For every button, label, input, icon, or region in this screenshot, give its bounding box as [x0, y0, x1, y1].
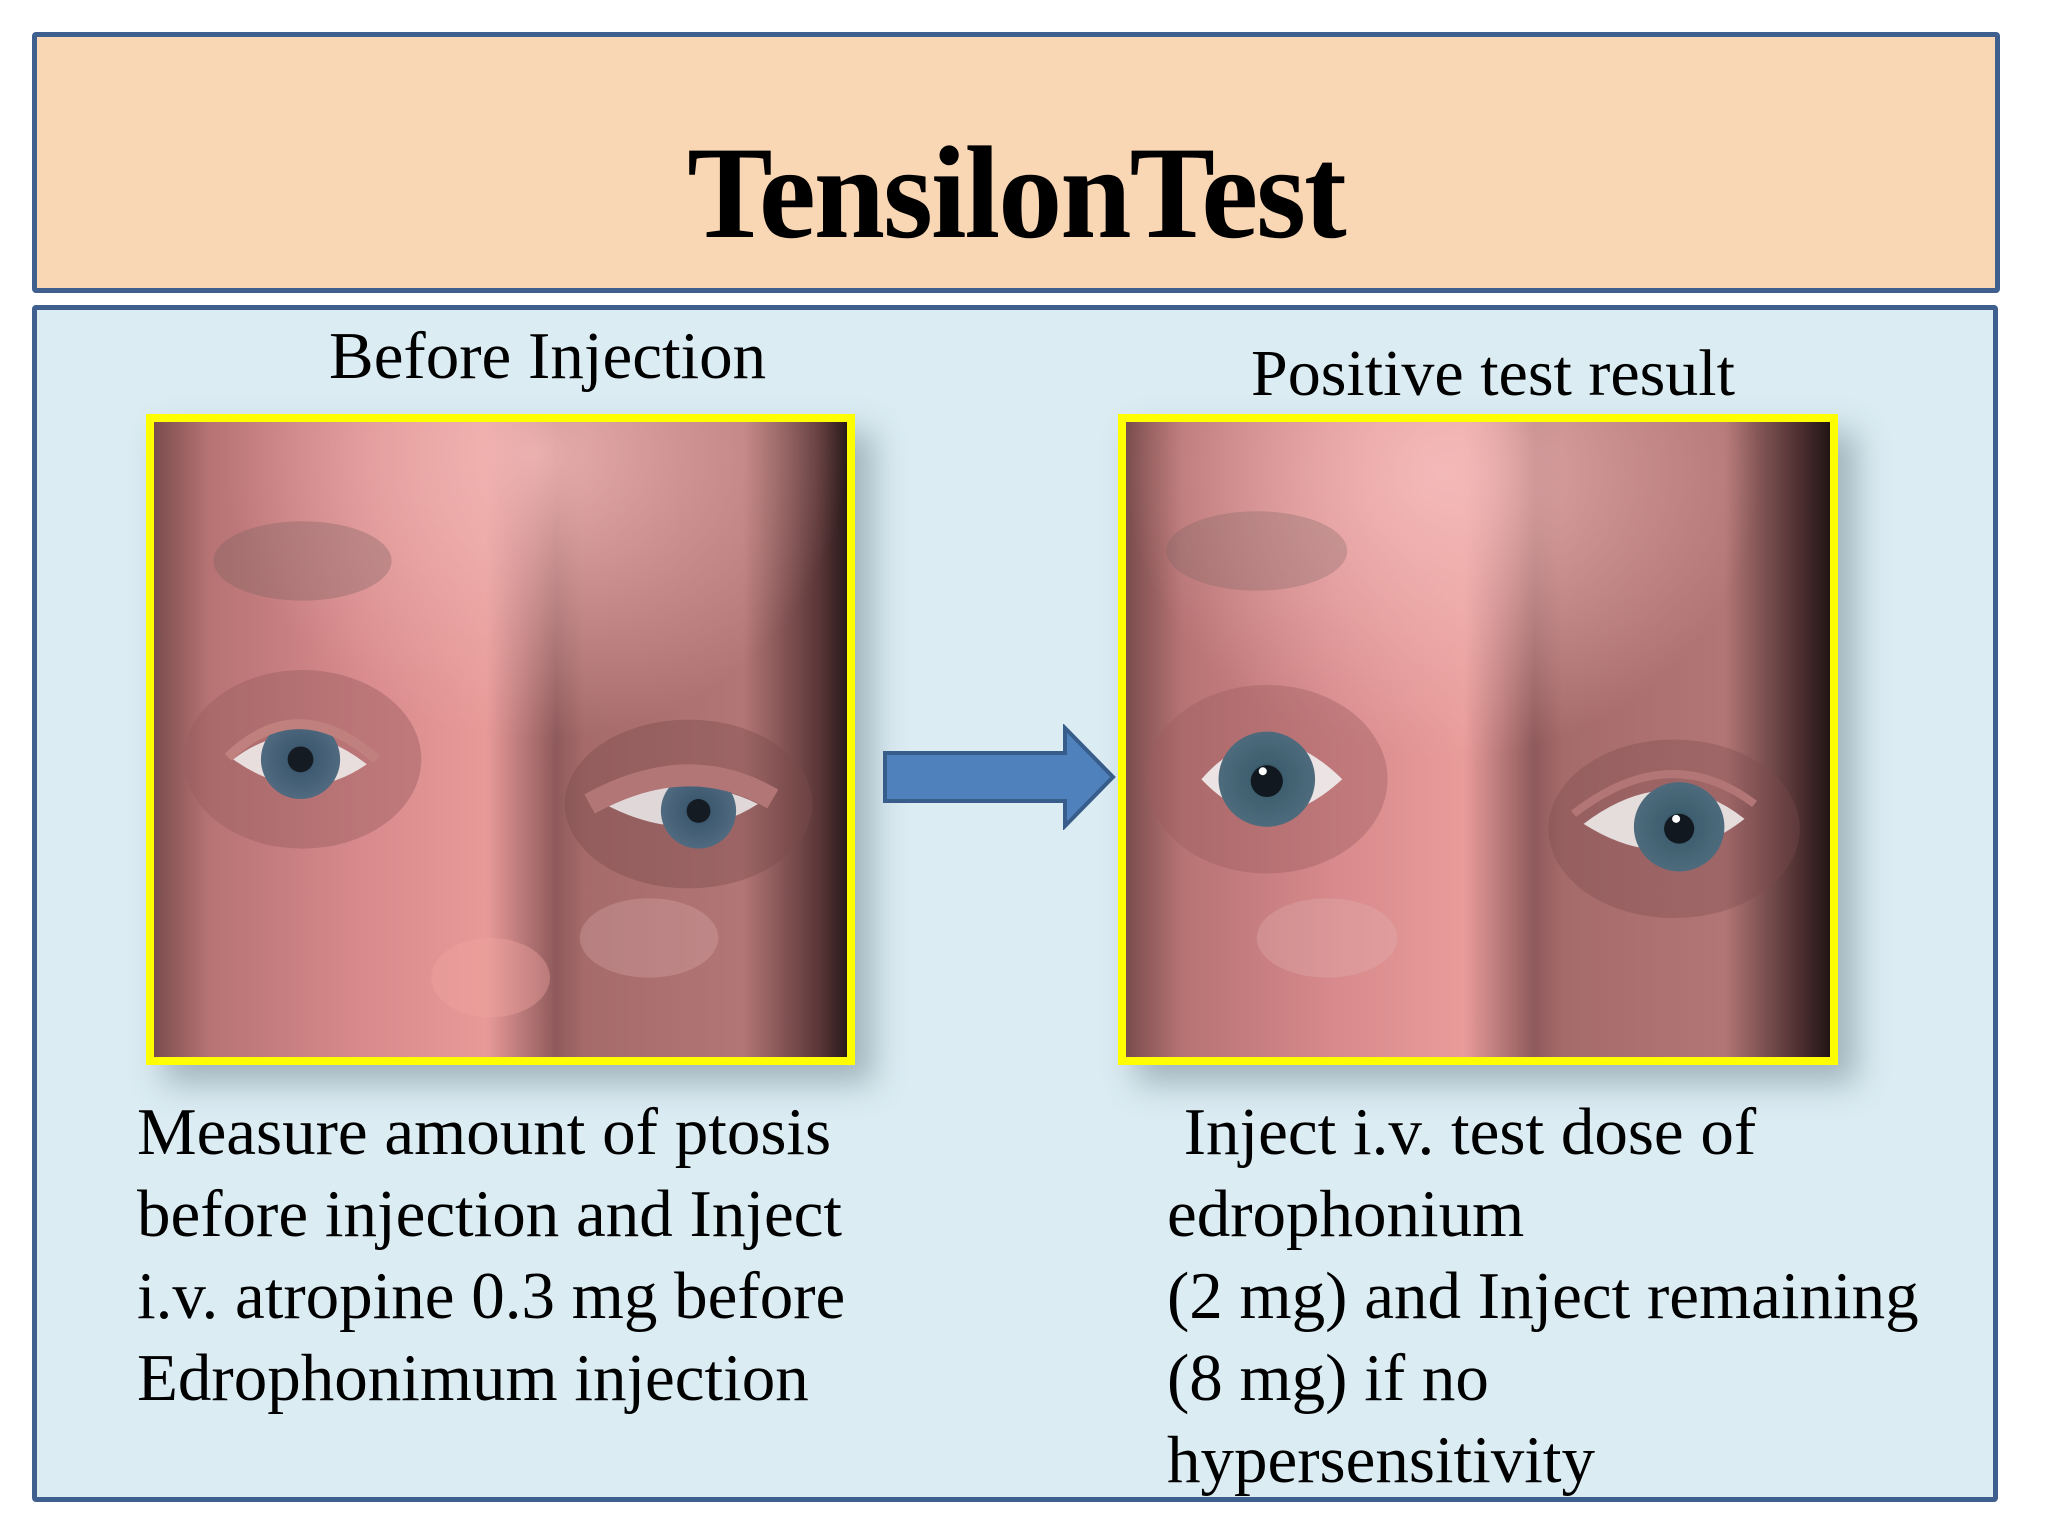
eyes-ptosis-image — [154, 422, 847, 1057]
right-arrow-icon — [883, 724, 1116, 830]
title-banner: TensilonTest — [32, 32, 2000, 293]
instruction-line: Inject i.v. test dose of — [1167, 1095, 1757, 1169]
instruction-line: i.v. atropine 0.3 mg before — [137, 1259, 846, 1333]
instruction-line: before injection and Inject — [137, 1177, 843, 1251]
instruction-line: (8 mg) if no — [1167, 1341, 1489, 1415]
slide-title: TensilonTest — [687, 119, 1347, 266]
positive-result-instructions: Inject i.v. test dose of edrophonium (2 mg… — [1167, 1091, 1919, 1501]
positive-result-caption: Positive test result — [1251, 337, 1735, 410]
instruction-line: Measure amount of ptosis — [137, 1095, 832, 1169]
positive-result-photo — [1118, 414, 1838, 1065]
instruction-line: hypersensitivity — [1167, 1423, 1596, 1497]
before-injection-instructions: Measure amount of ptosis before injection… — [137, 1091, 845, 1419]
instruction-line: Edrophonimum injection — [137, 1341, 809, 1415]
instruction-line: (2 mg) and Inject remaining — [1167, 1259, 1919, 1333]
before-injection-caption: Before Injection — [329, 319, 767, 393]
eyes-open-image — [1126, 422, 1830, 1057]
instruction-line: edrophonium — [1167, 1177, 1525, 1251]
before-injection-photo — [146, 414, 855, 1065]
